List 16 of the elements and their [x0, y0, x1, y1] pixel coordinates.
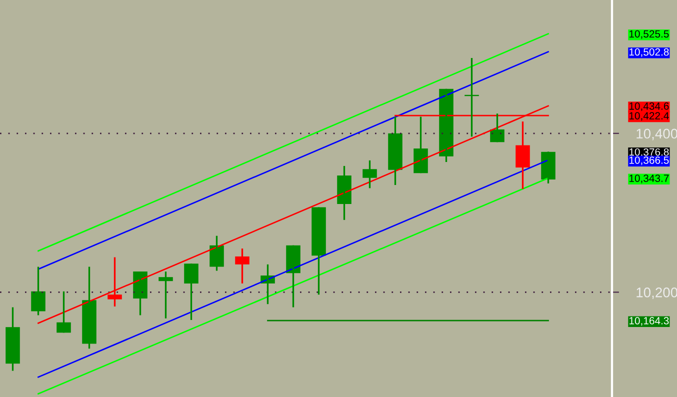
y2-tick-label: 10,164.3 — [629, 317, 669, 326]
candlestick — [6, 306, 20, 372]
y2-tick-label: 10,502.8 — [629, 48, 669, 57]
candlestick — [312, 206, 326, 296]
candlestick — [184, 262, 198, 321]
y2-tick-label: 10,525.5 — [629, 30, 669, 39]
candlestick — [235, 248, 250, 284]
y2-tick-label: 10,343.7 — [629, 174, 669, 184]
candlestick — [108, 256, 122, 308]
y2-tick-label: 10,366.5 — [629, 156, 669, 166]
y2-tick-label: 10,376.8 — [629, 148, 669, 157]
y2-tick-label: 10,434.6 — [629, 102, 669, 112]
candlestick — [362, 160, 377, 190]
y2-tick-label: 10,422.4 — [629, 112, 669, 121]
candlestick — [158, 270, 173, 320]
candlestick — [516, 120, 530, 190]
